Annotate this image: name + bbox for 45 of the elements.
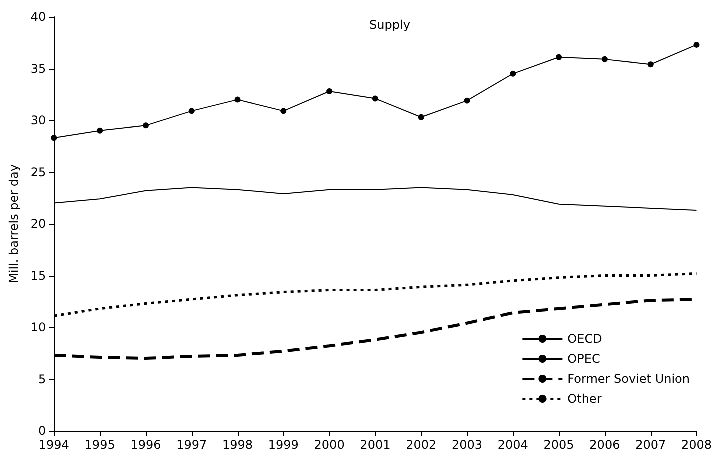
x-tick-label: 2002 <box>406 438 437 452</box>
x-tick-label: 2003 <box>452 438 483 452</box>
x-tick-label: 2007 <box>636 438 666 452</box>
x-tick-label: 2005 <box>544 438 574 452</box>
point <box>556 54 562 60</box>
legend-label: OPEC <box>568 352 600 366</box>
x-tick-label: 1994 <box>38 438 70 452</box>
point <box>326 88 333 95</box>
chart-title: Supply <box>370 18 410 32</box>
point <box>694 42 700 48</box>
point <box>51 135 58 142</box>
point <box>464 98 470 104</box>
point <box>648 62 654 68</box>
legend-label: Former Soviet Union <box>568 372 690 386</box>
point <box>372 96 378 102</box>
x-tick-label: 2001 <box>360 438 391 452</box>
x-tick-label: 1996 <box>130 438 162 452</box>
point <box>234 96 241 103</box>
x-tick-label: 2008 <box>681 438 712 452</box>
y-tick-label: 10 <box>30 320 46 334</box>
point <box>280 108 287 114</box>
point <box>510 70 516 77</box>
y-tick-label: 35 <box>30 62 46 76</box>
x-tick-label: 2000 <box>314 438 345 452</box>
point <box>418 114 424 120</box>
x-tick-label: 2006 <box>590 438 620 452</box>
point <box>97 128 104 134</box>
legend-label: Other <box>568 392 602 406</box>
y-tick-label: 0 <box>38 424 46 438</box>
point <box>188 108 195 114</box>
y-tick-label: 30 <box>30 114 46 128</box>
y-tick-label: 5 <box>38 372 46 386</box>
y-axis-title: Mill. barrels per day <box>7 164 21 284</box>
x-tick-label: 2004 <box>498 438 528 452</box>
x-tick-label: 1999 <box>268 438 299 452</box>
point <box>602 56 608 62</box>
y-tick-label: 15 <box>30 268 46 283</box>
y-tick-label: 40 <box>30 10 46 24</box>
point <box>142 122 149 129</box>
x-tick-label: 1998 <box>222 438 254 452</box>
x-tick-label: 1995 <box>84 438 116 452</box>
x-tick-label: 1997 <box>176 438 208 452</box>
y-tick-label: 20 <box>30 217 46 231</box>
y-tick-label: 25 <box>30 165 46 180</box>
legend-label: OECD <box>568 332 602 346</box>
